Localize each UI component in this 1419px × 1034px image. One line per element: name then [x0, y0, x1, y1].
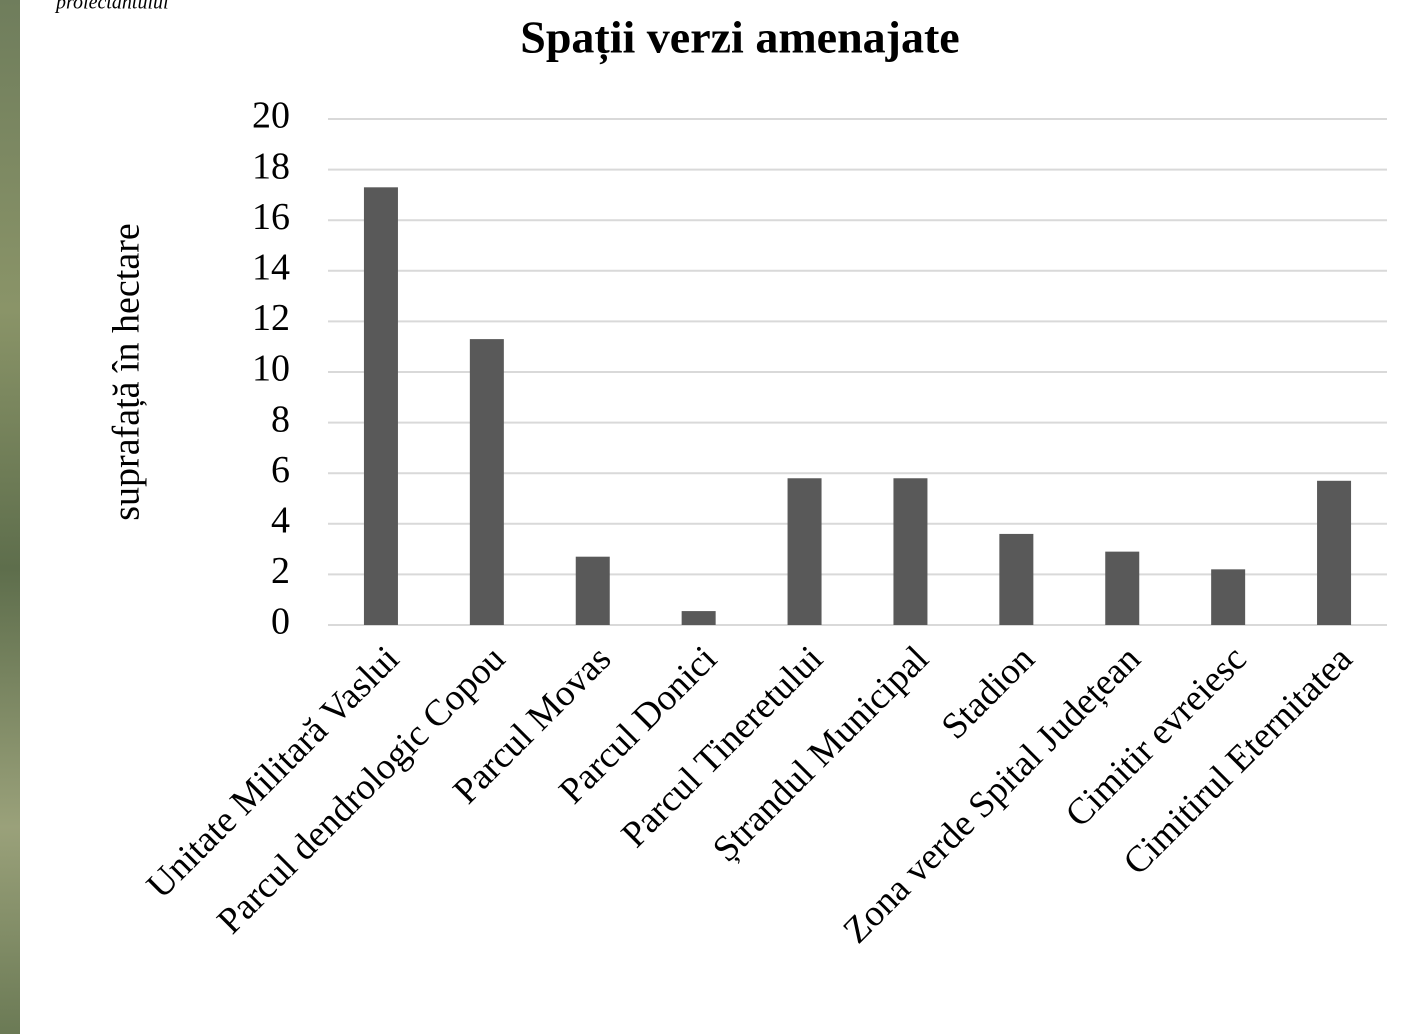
y-tick-label: 0 [271, 601, 290, 643]
bar [1317, 481, 1351, 625]
bar [682, 611, 716, 625]
background-strip [0, 0, 20, 1034]
page: proiectantului Spații verzi amenajate su… [0, 0, 1419, 1034]
bar [999, 534, 1033, 625]
bar [1105, 552, 1139, 625]
y-tick-label: 6 [271, 449, 290, 491]
x-tick-label: Cimitir evreiesc [1058, 638, 1255, 835]
chart-title: Spații verzi amenajate [520, 12, 959, 65]
y-axis-label: suprafață în hectare [106, 223, 148, 521]
y-tick-label: 2 [271, 550, 290, 592]
y-tick-label: 16 [252, 196, 290, 238]
bar [364, 187, 398, 625]
bar [893, 478, 927, 625]
chart: proiectantului Spații verzi amenajate su… [0, 0, 1419, 1034]
y-tick-label: 14 [252, 247, 290, 289]
y-tick-label: 8 [271, 398, 290, 440]
bar [1211, 569, 1245, 625]
bar [788, 478, 822, 625]
y-tick-label: 4 [271, 500, 290, 542]
note: proiectantului [54, 0, 169, 14]
bar [470, 339, 504, 625]
y-tick-label: 12 [252, 297, 290, 339]
y-tick-label: 18 [252, 145, 290, 187]
y-tick-label: 20 [252, 95, 290, 137]
bar [576, 557, 610, 625]
y-tick-label: 10 [252, 348, 290, 390]
